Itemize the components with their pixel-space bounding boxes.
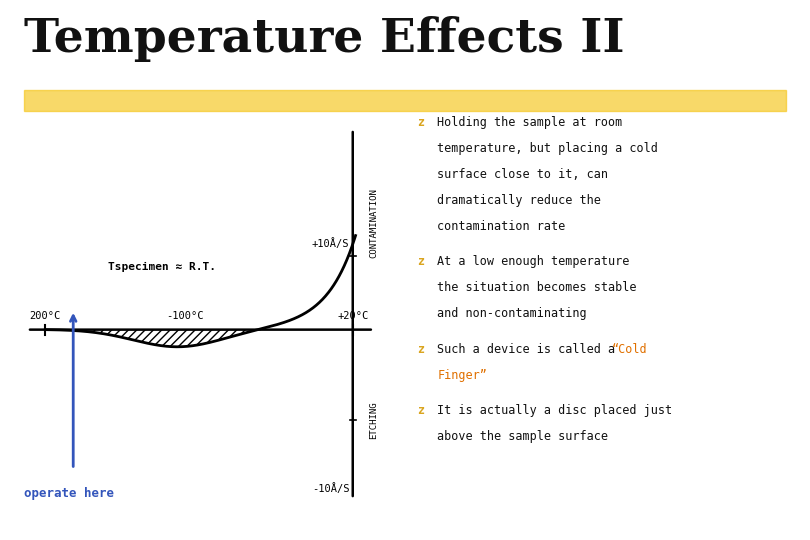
Text: Tspecimen ≈ R.T.: Tspecimen ≈ R.T.	[109, 262, 216, 272]
Text: operate here: operate here	[24, 488, 114, 501]
Text: z: z	[417, 255, 424, 268]
Text: 200°C: 200°C	[30, 312, 61, 321]
Text: It is actually a disc placed just: It is actually a disc placed just	[437, 404, 672, 417]
Text: -10Å/S: -10Å/S	[312, 483, 349, 494]
Text: z: z	[417, 343, 424, 356]
Text: At a low enough temperature: At a low enough temperature	[437, 255, 630, 268]
Text: Temperature Effects II: Temperature Effects II	[24, 16, 625, 62]
Text: +20°C: +20°C	[337, 312, 369, 321]
Text: z: z	[417, 116, 424, 129]
FancyBboxPatch shape	[24, 90, 786, 111]
Text: ETCHING: ETCHING	[369, 401, 378, 439]
Text: contamination rate: contamination rate	[437, 220, 565, 233]
Text: -100°C: -100°C	[166, 312, 204, 321]
Text: Holding the sample at room: Holding the sample at room	[437, 116, 623, 129]
Text: Finger”: Finger”	[437, 369, 488, 382]
Text: CONTAMINATION: CONTAMINATION	[369, 188, 378, 258]
Text: Such a device is called a: Such a device is called a	[437, 343, 623, 356]
Text: +10Å/S: +10Å/S	[312, 238, 349, 249]
Text: “Cold: “Cold	[612, 343, 648, 356]
Text: the situation becomes stable: the situation becomes stable	[437, 281, 637, 294]
Text: surface close to it, can: surface close to it, can	[437, 168, 608, 181]
Text: and non-contaminating: and non-contaminating	[437, 307, 587, 320]
Text: above the sample surface: above the sample surface	[437, 430, 608, 443]
Text: dramatically reduce the: dramatically reduce the	[437, 194, 601, 207]
Text: temperature, but placing a cold: temperature, but placing a cold	[437, 142, 659, 155]
Text: z: z	[417, 404, 424, 417]
